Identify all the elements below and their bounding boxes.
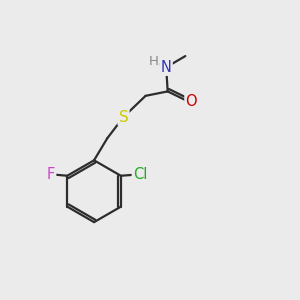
Text: O: O [185,94,197,109]
Text: F: F [47,167,55,182]
Text: S: S [118,110,128,124]
Text: H: H [149,56,159,68]
Text: N: N [161,60,172,75]
Text: Cl: Cl [133,167,147,182]
